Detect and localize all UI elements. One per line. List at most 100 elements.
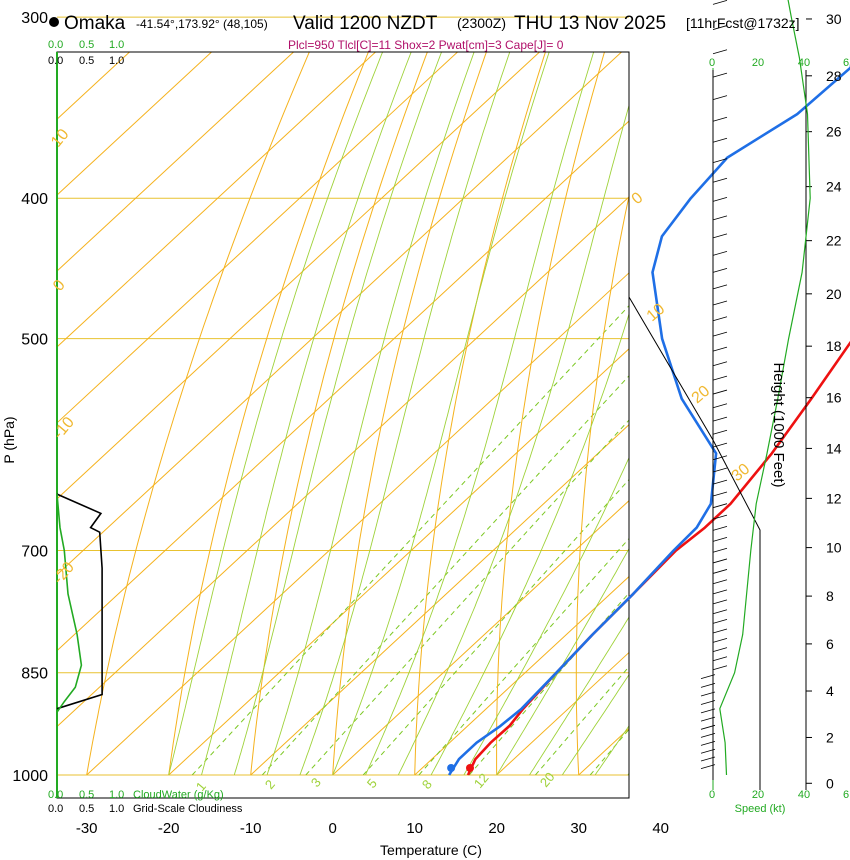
- wind-barb: [712, 628, 728, 634]
- dewpoint-surface-point: [447, 764, 456, 772]
- isotherm--120: [57, 52, 131, 120]
- isotherm--80: [57, 52, 459, 424]
- wind-barb: [712, 599, 728, 605]
- wind-barb: [712, 300, 728, 306]
- moist-adiabat-36: [627, 772, 629, 775]
- wind-barb: [712, 49, 728, 55]
- height-tick-label-10: 10: [826, 540, 842, 556]
- isotherm--50: [57, 120, 629, 652]
- location-coords: -41.54°,173.92° (48,105): [136, 17, 268, 31]
- cloudwater-bottom-0: 0.0: [48, 789, 63, 801]
- wind-speed-line: [719, 0, 811, 776]
- x-tick-label-0: 0: [329, 820, 337, 837]
- wind-barb: [712, 375, 728, 381]
- cloudiness-line: [56, 493, 103, 710]
- moist-adiabat-12: [430, 312, 629, 775]
- mixing-ratio-8: [418, 537, 629, 775]
- cloudiness-top-0: 0.0: [48, 55, 63, 67]
- wind-barb: [712, 177, 728, 183]
- wind-barb: [712, 158, 728, 163]
- moist-adiabat-4: [365, 52, 595, 775]
- cloudwater-label: CloudWater (g/Kg): [133, 789, 224, 801]
- wind-barb: [712, 547, 728, 553]
- isotherm-20: [496, 651, 629, 775]
- cloudwater-top-0: 0.0: [48, 39, 63, 51]
- speed-tick-bottom-20: 20: [752, 789, 764, 801]
- height-tick-label-14: 14: [826, 440, 842, 456]
- moist-adiabat-28: [561, 673, 629, 775]
- zulu-time: (2300Z): [457, 15, 506, 31]
- x-tick-label-20: 20: [488, 820, 505, 837]
- wind-barb: [712, 525, 728, 531]
- wind-barb: [712, 250, 728, 256]
- moist-adiabat--20: [168, 52, 384, 775]
- speed-tick-top-60: 6: [843, 57, 849, 69]
- mixing-ratio-label-5: 5: [364, 776, 380, 791]
- x-tick-label--20: -20: [158, 820, 180, 837]
- moist-adiabat-32: [594, 725, 629, 775]
- pressure-label-1000: 1000: [12, 768, 48, 785]
- wind-barb: [712, 389, 728, 395]
- isotherm--10: [250, 424, 629, 775]
- wind-barb: [712, 429, 728, 435]
- x-tick-label-30: 30: [570, 820, 587, 837]
- dry-adiabat-20: [496, 52, 606, 775]
- wind-barb: [712, 403, 728, 409]
- moist-adiabat--4: [299, 52, 511, 775]
- dry-adiabat-0: [332, 52, 487, 775]
- speed-tick-bottom-40: 40: [798, 789, 810, 801]
- plot-frame: [56, 51, 630, 799]
- isotherm--40: [57, 196, 629, 728]
- wind-barb: [712, 609, 728, 615]
- isotherm-30: [578, 727, 629, 775]
- height-tick-label-24: 24: [826, 179, 842, 195]
- cloudiness-bottom-0: 0.0: [48, 803, 63, 815]
- mixing-ratio-label-8: 8: [419, 777, 435, 792]
- pressure-label-700: 700: [21, 543, 48, 560]
- pressure-label-300: 300: [21, 10, 48, 27]
- grid-layer: [57, 16, 629, 776]
- wind-barb: [712, 215, 728, 221]
- mixing-ratio-label-2: 2: [262, 777, 278, 792]
- height-tick-label-26: 26: [826, 124, 842, 140]
- height-axis-title: Height (1000 Feet): [770, 362, 787, 487]
- isotherm-label-5: 10: [644, 301, 669, 326]
- moist-adiabat-0: [332, 52, 550, 775]
- wind-barb: [712, 137, 728, 143]
- isotherm--60: [57, 52, 623, 576]
- pressure-label-500: 500: [21, 332, 48, 349]
- location-dot-icon: [49, 17, 59, 27]
- moist-adiabat--12: [233, 52, 443, 775]
- temperature-surface-point: [466, 764, 474, 772]
- cloudwater-top-05: 0.5: [79, 39, 94, 51]
- wind-barb: [712, 346, 728, 352]
- dry-adiabat-30: [575, 193, 629, 775]
- wind-barb: [712, 455, 728, 461]
- sounding-params: Plcl=950 Tlcl[C]=11 Shox=2 Pwat[cm]=3 Ca…: [288, 38, 564, 52]
- valid-time: Valid 1200 NZDT: [293, 13, 438, 34]
- valid-date: THU 13 Nov 2025: [514, 13, 666, 34]
- isotherm-label-4: 0: [629, 189, 647, 208]
- isotherms-layer: [57, 0, 850, 775]
- y-axis-title: P (hPa): [1, 416, 17, 463]
- wind-barb: [712, 514, 728, 520]
- isotherm--110: [57, 52, 213, 196]
- x-tick-label--30: -30: [76, 820, 98, 837]
- wind-barb: [712, 579, 728, 585]
- mixing-ratio-layer: [191, 305, 629, 775]
- moist-adiabat-16: [463, 456, 629, 775]
- moist-adiabat-8: [397, 103, 629, 775]
- cloudwater-bottom-1: 1.0: [109, 789, 124, 801]
- wind-barb: [712, 637, 728, 643]
- panel-boundary: [628, 296, 761, 790]
- mixing-ratio-5: [362, 478, 629, 775]
- isotherm-50: [743, 0, 850, 775]
- height-tick-label-12: 12: [826, 490, 842, 506]
- isotherm-60: [825, 0, 850, 775]
- wind-barb: [712, 316, 728, 322]
- isotherm-label-6: 20: [689, 383, 714, 408]
- cloud-panel: [56, 493, 103, 713]
- mixing-ratio-label-12: 12: [471, 770, 492, 791]
- speed-label: Speed (kt): [735, 803, 786, 815]
